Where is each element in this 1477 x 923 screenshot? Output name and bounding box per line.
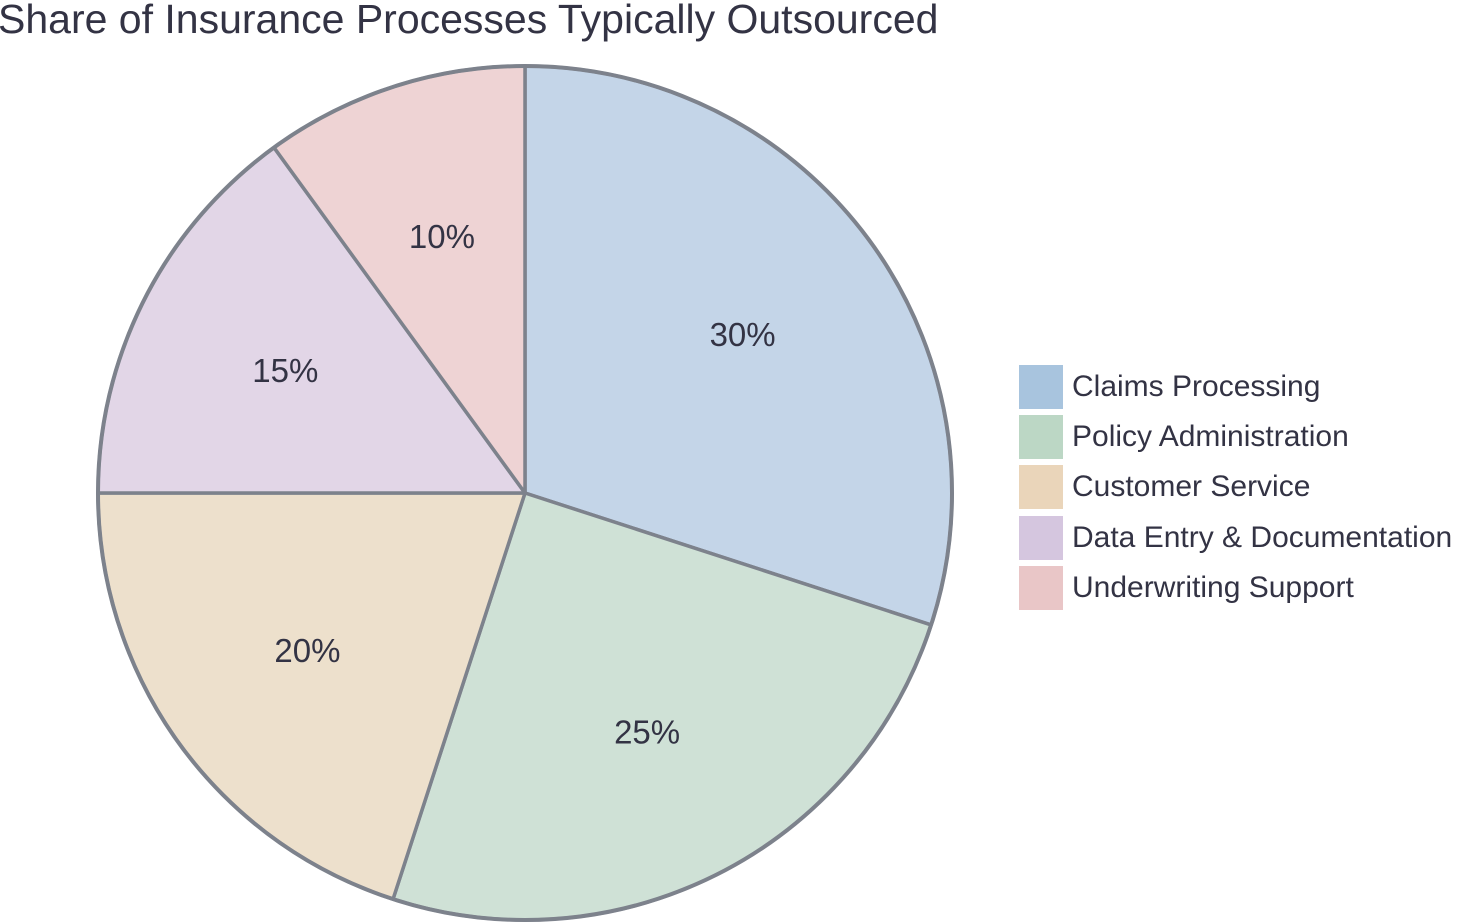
legend-label: Claims Processing (1072, 370, 1321, 403)
legend-item-policy-administration: Policy Administration (1019, 415, 1477, 465)
slice-label-claims-processing: 30% (710, 316, 776, 353)
slice-label-data-entry-and-documentation: 15% (252, 352, 318, 389)
legend-swatch (1019, 515, 1063, 560)
slice-label-customer-service: 20% (274, 632, 340, 669)
legend-item-customer-service: Customer Service (1019, 465, 1477, 515)
legend-swatch (1019, 415, 1063, 460)
pie-outline (96, 64, 954, 922)
legend-label: Customer Service (1072, 470, 1311, 504)
legend-item-data-entry-and-documentation: Data Entry & Documentation (1019, 515, 1477, 566)
legend-label: Data Entry & Documentation (1072, 520, 1453, 554)
legend-label: Policy Administration (1072, 420, 1349, 454)
slice-label-policy-administration: 25% (614, 714, 680, 751)
legend-swatch (1019, 365, 1063, 409)
legend-label: Underwriting Support (1072, 570, 1354, 604)
legend-swatch (1019, 565, 1063, 610)
slice-label-underwriting-support: 10% (409, 218, 475, 255)
legend-item-claims-processing: Claims Processing (1019, 365, 1477, 415)
legend: Claims Processing Policy Administration Cu… (1019, 365, 1477, 616)
legend-swatch (1019, 465, 1063, 510)
legend-item-underwriting-support: Underwriting Support (1019, 565, 1477, 616)
chart-title: Share of Insurance Processes Typically O… (0, 0, 939, 42)
